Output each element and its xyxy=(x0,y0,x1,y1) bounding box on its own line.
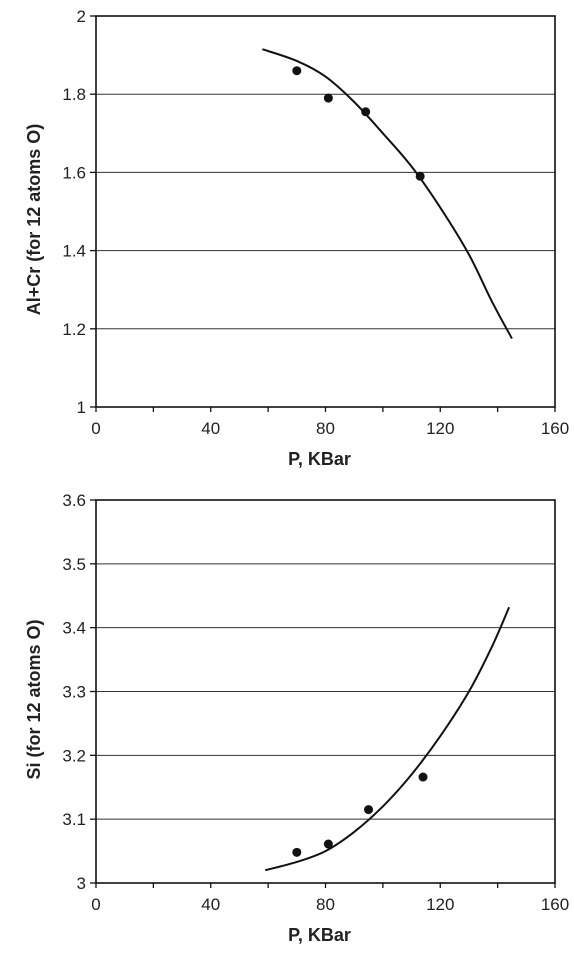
data-point xyxy=(418,772,428,782)
chart-al-cr: 1 1.2 1.4 1.6 1.8 2 0 40 80 120 160 P, KBar Al+Cr (f… xyxy=(24,7,569,469)
x-tick-label: 120 xyxy=(426,895,454,914)
y-tick-label: 3.6 xyxy=(62,491,86,510)
x-tick-label: 160 xyxy=(541,895,569,914)
y-axis-title: Si (for 12 atoms O) xyxy=(24,619,44,779)
x-tick-label: 40 xyxy=(201,419,220,438)
y-tick-label: 2 xyxy=(77,7,86,26)
data-point xyxy=(415,171,425,181)
fit-curve xyxy=(265,606,511,872)
x-tick-label: 80 xyxy=(316,895,335,914)
x-tick-label: 120 xyxy=(426,419,454,438)
x-tick-label: 0 xyxy=(91,895,100,914)
x-axis-title: P, KBar xyxy=(288,449,351,469)
x-tick-label: 160 xyxy=(541,419,569,438)
x-tick-label: 0 xyxy=(91,419,100,438)
y-tick-label: 3 xyxy=(77,874,86,893)
x-tick-label: 40 xyxy=(201,895,220,914)
data-point xyxy=(292,847,302,857)
data-point xyxy=(364,805,374,815)
y-tick-label: 1.6 xyxy=(62,163,86,182)
y-tick-label: 3.5 xyxy=(62,555,86,574)
data-point xyxy=(323,93,333,103)
data-point xyxy=(361,107,371,117)
chart-si: 3 3.1 3.2 3.3 3.4 3.5 3.6 0 40 80 120 160 P, KBar Si … xyxy=(24,491,569,945)
y-tick-label: 3.4 xyxy=(62,619,86,638)
x-tick-label: 80 xyxy=(316,419,335,438)
data-point xyxy=(323,839,333,849)
x-axis-title: P, KBar xyxy=(288,925,351,945)
y-axis-title: Al+Cr (for 12 atoms O) xyxy=(24,124,44,316)
y-tick-label: 3.2 xyxy=(62,746,86,765)
y-tick-label: 1 xyxy=(77,398,86,417)
y-tick-label: 3.3 xyxy=(62,683,86,702)
y-tick-label: 1.2 xyxy=(62,320,86,339)
fit-curve xyxy=(262,48,513,340)
y-tick-label: 1.8 xyxy=(62,85,86,104)
y-tick-label: 1.4 xyxy=(62,242,86,261)
plot-area-frame xyxy=(95,15,556,408)
data-point xyxy=(292,66,302,76)
y-tick-label: 3.1 xyxy=(62,810,86,829)
